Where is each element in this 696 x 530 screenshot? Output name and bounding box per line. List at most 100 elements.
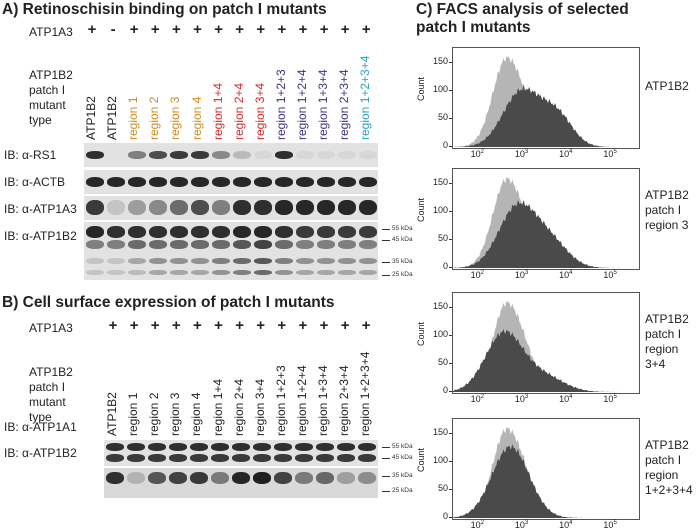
lane-label: region 4 xyxy=(189,392,204,436)
y-tick xyxy=(449,146,452,147)
marker-45kda: 45 kDa xyxy=(382,454,413,461)
atp1a1-band xyxy=(148,443,166,451)
facs-plot xyxy=(452,418,640,520)
blot-label-atp1a3: IB: α-ATP1A3 xyxy=(4,202,77,216)
y-tick xyxy=(449,183,452,185)
x-tick-label: 102 xyxy=(471,520,484,530)
lane-label: ATP1B2 xyxy=(84,96,98,140)
y-tick xyxy=(449,90,452,92)
atp1a3-band xyxy=(254,200,272,215)
atp1a1-band xyxy=(211,443,229,451)
x-tick-label: 104 xyxy=(559,270,572,280)
atp1a3-band xyxy=(296,200,314,215)
x-tick-exponent: 3 xyxy=(524,149,529,155)
facs-histogram xyxy=(453,177,639,268)
actb-band xyxy=(359,177,377,187)
y-tick xyxy=(449,62,452,64)
lane-label: region 1+2+4 xyxy=(294,365,309,436)
atp1a3-sign: + xyxy=(193,21,202,38)
x-tick-exponent: 4 xyxy=(569,520,573,526)
sample-histogram xyxy=(453,444,639,518)
atp1a1-band xyxy=(253,443,271,451)
facs-sample-name-line: patch I xyxy=(645,453,682,467)
actb-band xyxy=(170,177,188,187)
atp1b2-surface-band xyxy=(127,472,145,484)
facs-histogram xyxy=(453,56,639,147)
atp1a1-band xyxy=(295,443,313,451)
atp1b2-band xyxy=(296,226,314,238)
blot-label-atp1b2-b: IB: α-ATP1B2 xyxy=(4,446,77,460)
y-axis-label: Count xyxy=(416,77,426,102)
x-tick-label: 104 xyxy=(559,394,572,404)
y-tick xyxy=(449,391,452,392)
lane-label: region 4 xyxy=(189,96,204,140)
rs1-band xyxy=(149,151,167,159)
atp1b2-band xyxy=(107,226,125,238)
panel-a-type-label: ATP1B2 patch I mutant type xyxy=(29,68,73,128)
atp1a3-sign: + xyxy=(361,317,371,334)
marker-55kda: 55 kDa xyxy=(382,443,413,450)
atp1a3-sign: + xyxy=(340,317,350,334)
lane-label: region 1+2+3+4 xyxy=(358,55,373,140)
y-tick xyxy=(449,433,452,435)
facs-plot xyxy=(452,47,640,149)
atp1b2-band xyxy=(191,240,209,249)
atp1a1-band xyxy=(358,454,376,462)
y-tick xyxy=(449,517,452,518)
panel-c-title-line: patch I mutants xyxy=(416,19,531,36)
actb-band xyxy=(254,177,272,187)
y-tick-label: 100 xyxy=(432,455,448,466)
atp1a1-band xyxy=(316,443,334,451)
panel-a-atp1a3-label: ATP1A3 xyxy=(29,25,73,39)
atp1b2-band xyxy=(317,270,335,275)
atp1a3-sign: + xyxy=(214,21,223,38)
atp1a3-sign: + xyxy=(277,317,287,334)
type-label-line: type xyxy=(29,113,52,127)
atp1a1-band xyxy=(190,443,208,451)
actb-band xyxy=(296,177,314,187)
atp1a3-band xyxy=(149,200,167,215)
atp1b2-band xyxy=(128,258,146,264)
atp1a3-sign: + xyxy=(150,21,160,38)
blot-atp1a3 xyxy=(84,196,378,220)
rs1-band xyxy=(191,151,209,159)
x-tick-label: 103 xyxy=(515,520,528,530)
x-tick-base: 10 xyxy=(514,520,525,530)
atp1b2-band xyxy=(254,226,272,238)
x-tick-base: 10 xyxy=(559,270,570,280)
atp1b2-band xyxy=(170,270,188,275)
rs1-band xyxy=(254,151,272,159)
x-tick-label: 105 xyxy=(603,394,616,404)
atp1b2-band xyxy=(212,226,230,238)
atp1a3-sign: + xyxy=(235,21,245,38)
atp1b2-band xyxy=(338,258,356,264)
atp1a3-sign: - xyxy=(110,21,116,38)
facs-sample-name: ATP1B2 xyxy=(645,79,689,94)
atp1a3-sign: + xyxy=(319,21,329,38)
panel-b-atp1a3-label: ATP1A3 xyxy=(29,321,73,335)
atp1b2-band xyxy=(359,240,377,249)
type-label-line: type xyxy=(29,410,52,424)
x-tick-label: 105 xyxy=(603,270,616,280)
atp1a1-band xyxy=(337,454,355,462)
lane-label: region 1+3+4 xyxy=(316,69,331,140)
facs-sample-name-line: ATP1B2 xyxy=(645,188,689,202)
atp1a3-sign: + xyxy=(256,21,266,38)
marker-55kda: 55 kDa xyxy=(382,225,413,232)
atp1a3-sign: + xyxy=(150,317,160,334)
x-tick-label: 103 xyxy=(515,394,528,404)
atp1a1-band xyxy=(316,454,334,462)
lane-label: region 1+4 xyxy=(210,82,225,140)
atp1b2-surface-band xyxy=(106,472,124,484)
atp1b2-band xyxy=(296,258,314,264)
y-tick xyxy=(449,239,452,241)
atp1b2-band xyxy=(275,270,293,275)
actb-band xyxy=(128,177,146,187)
atp1b2-band xyxy=(86,240,104,249)
atp1a1-band xyxy=(211,454,229,462)
actb-band xyxy=(275,177,293,187)
x-tick-exponent: 4 xyxy=(569,394,573,400)
atp1a3-sign: + xyxy=(298,21,308,38)
y-tick xyxy=(449,211,452,213)
rs1-band xyxy=(170,151,188,159)
